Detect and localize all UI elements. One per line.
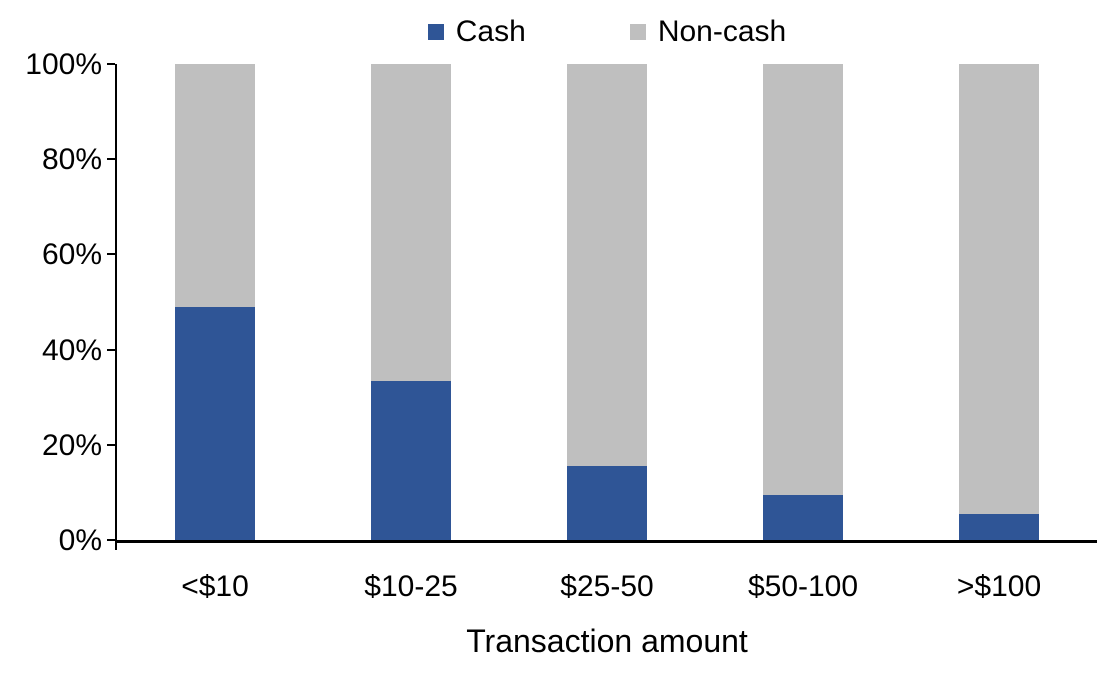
bar-segment-cash <box>175 306 255 540</box>
y-axis-tick <box>107 253 115 256</box>
bar-segment-cash <box>567 466 647 540</box>
y-axis-label: 20% <box>41 428 102 462</box>
y-axis-label: 0% <box>58 524 102 557</box>
bar-segment-non-cash <box>763 64 843 495</box>
y-axis-tick <box>107 348 115 351</box>
bar-segment-non-cash <box>175 64 255 307</box>
y-axis-tick <box>107 63 115 65</box>
x-axis-corner-tick <box>115 543 117 550</box>
y-axis-tick <box>107 443 115 446</box>
plot-area <box>107 63 1097 550</box>
legend-swatch-noncash-icon <box>629 24 646 40</box>
bar-column <box>763 64 843 540</box>
bar-segment-non-cash <box>567 64 647 467</box>
legend-label-noncash: Non-cash <box>657 15 787 48</box>
legend-item-noncash: Non-cash <box>629 15 787 48</box>
legend-item-cash: Cash <box>427 15 526 48</box>
x-axis-category-label: $10-25 <box>364 570 458 603</box>
bar-column <box>959 64 1039 540</box>
y-axis-tick <box>107 158 115 161</box>
y-axis-label: 100% <box>25 48 102 81</box>
y-axis-label: 40% <box>41 333 102 367</box>
legend: Cash Non-cash <box>117 12 1097 52</box>
x-axis-category-label: $50-100 <box>747 570 859 603</box>
bar-column <box>175 64 255 540</box>
y-axis-label: 80% <box>41 143 102 177</box>
legend-swatch-cash-icon <box>427 24 444 40</box>
x-axis-category-label: $25-50 <box>560 570 654 603</box>
bar-segment-cash <box>959 513 1039 540</box>
bar-segment-non-cash <box>371 64 451 381</box>
bar-column <box>567 64 647 540</box>
y-axis-tick <box>107 539 115 541</box>
bar-segment-non-cash <box>959 64 1039 514</box>
y-axis-label: 60% <box>41 238 102 272</box>
x-axis-title: Transaction amount <box>466 623 748 659</box>
bar-column <box>371 64 451 540</box>
bar-segment-cash <box>371 380 451 540</box>
x-axis-category-label: >$100 <box>956 570 1042 603</box>
bar-segment-cash <box>763 494 843 540</box>
x-axis-category-label: <$10 <box>181 570 249 603</box>
legend-label-cash: Cash <box>455 15 526 48</box>
